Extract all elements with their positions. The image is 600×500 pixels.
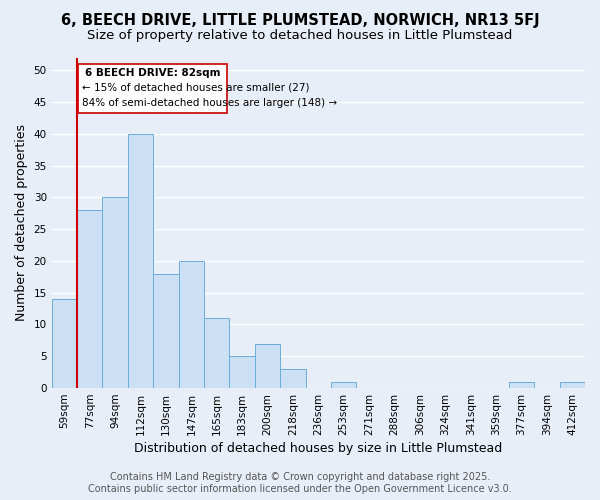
Bar [153,274,179,388]
Bar [128,134,153,388]
Bar [560,382,585,388]
Bar [331,382,356,388]
Text: 6 BEECH DRIVE: 82sqm: 6 BEECH DRIVE: 82sqm [85,68,220,78]
Text: 84% of semi-detached houses are larger (148) →: 84% of semi-detached houses are larger (… [82,98,337,108]
Bar [52,299,77,388]
Bar [229,356,255,388]
X-axis label: Distribution of detached houses by size in Little Plumstead: Distribution of detached houses by size … [134,442,502,455]
Bar [280,369,305,388]
Bar [77,210,103,388]
Bar [103,198,128,388]
Text: 6, BEECH DRIVE, LITTLE PLUMSTEAD, NORWICH, NR13 5FJ: 6, BEECH DRIVE, LITTLE PLUMSTEAD, NORWIC… [61,12,539,28]
Bar [509,382,534,388]
Text: Size of property relative to detached houses in Little Plumstead: Size of property relative to detached ho… [88,29,512,42]
Bar [204,318,229,388]
Text: ← 15% of detached houses are smaller (27): ← 15% of detached houses are smaller (27… [82,82,310,92]
Bar [179,261,204,388]
Y-axis label: Number of detached properties: Number of detached properties [15,124,28,322]
Bar [255,344,280,388]
Text: Contains HM Land Registry data © Crown copyright and database right 2025.
Contai: Contains HM Land Registry data © Crown c… [88,472,512,494]
FancyBboxPatch shape [79,64,227,114]
